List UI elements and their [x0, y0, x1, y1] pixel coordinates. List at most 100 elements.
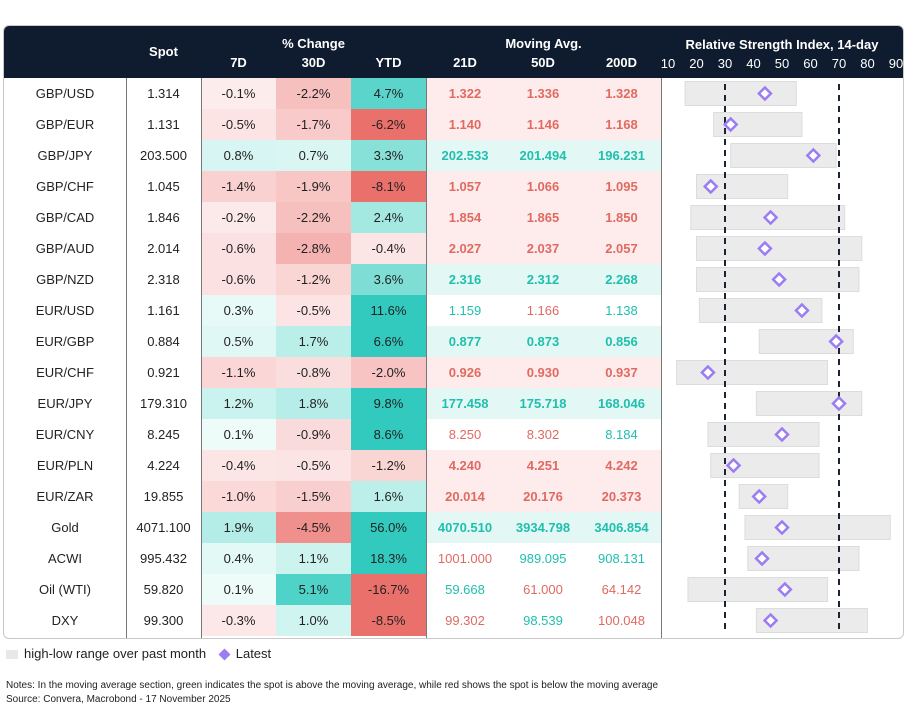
cell-ma200: 8.184	[605, 427, 638, 442]
ma21-header: 21D	[453, 55, 477, 70]
rsi-latest-marker	[700, 364, 716, 381]
ma-background	[426, 543, 661, 574]
cell-asset: GBP/EUR	[35, 117, 95, 132]
cell-d30: -2.2%	[276, 202, 351, 233]
cell-spot: 1.846	[147, 210, 180, 225]
cell-d30: -4.5%	[276, 512, 351, 543]
cell-ma200: 64.142	[601, 582, 642, 597]
cell-asset: DXY	[51, 613, 79, 628]
cell-ma50: 175.718	[519, 396, 567, 411]
cell-d30: -1.9%	[276, 171, 351, 202]
cell-asset: GBP/NZD	[36, 272, 94, 287]
cell-ma200: 0.937	[605, 365, 638, 380]
cell-d7: -0.1%	[201, 78, 276, 109]
ma-background	[426, 109, 661, 140]
table-row: GBP/NZD 2.318 -0.6% -1.2% 3.6% 2.316 2.312 2.26…	[4, 264, 903, 295]
fx-dashboard-table: Spot % Change 7D 30D YTD Moving Avg. 21D…	[3, 25, 904, 639]
ma-background	[426, 388, 661, 419]
cell-d7: -0.6%	[201, 233, 276, 264]
rsi-latest-marker	[774, 426, 790, 443]
cell-ma50: 0.873	[526, 334, 560, 349]
cell-ma21: 0.877	[448, 334, 482, 349]
cell-d7: 1.2%	[201, 388, 276, 419]
ma-background	[426, 605, 661, 636]
rsi-latest-marker	[805, 147, 822, 164]
rsi-latest-marker	[757, 240, 773, 257]
cell-ma200: 100.048	[598, 613, 645, 628]
moving-avg-header: Moving Avg.	[505, 36, 582, 51]
cell-ytd: 11.6%	[351, 295, 426, 326]
table-row: Oil (WTI) 59.820 0.1% 5.1% -16.7% 59.668 61.00…	[4, 574, 903, 605]
divider-change	[426, 78, 427, 638]
cell-ma50: 1.066	[526, 179, 560, 194]
rsi-range-bar	[696, 267, 860, 292]
cell-ma200: 1.095	[605, 179, 638, 194]
cell-spot: 8.245	[147, 427, 180, 442]
table-row: EUR/CNY 8.245 0.1% -0.9% 8.6% 8.250 8.302 8.184	[4, 419, 903, 450]
cell-ytd: 3.3%	[351, 140, 426, 171]
cell-d7: -1.4%	[201, 171, 276, 202]
cell-ma50: 1.336	[526, 86, 560, 101]
table-row: EUR/PLN 4.224 -0.4% -0.5% -1.2% 4.240 4.251 4.2…	[4, 450, 903, 481]
cell-asset: EUR/CNY	[35, 427, 95, 442]
cell-ma21: 20.014	[445, 489, 485, 504]
cell-ytd: 18.3%	[351, 543, 426, 574]
cell-ma21: 1.140	[448, 117, 482, 132]
cell-ma21: 8.250	[448, 427, 482, 442]
rsi-range-bar	[744, 515, 891, 540]
cell-d7: 0.8%	[201, 140, 276, 171]
cell-ma200: 4.242	[605, 458, 638, 473]
rsi-latest-marker	[722, 116, 739, 133]
cell-ma50: 2.037	[526, 241, 560, 256]
ytd-header: YTD	[375, 55, 402, 70]
cell-asset: EUR/CHF	[36, 365, 94, 380]
cell-d7: -0.6%	[201, 264, 276, 295]
cell-d30: 1.1%	[276, 543, 351, 574]
cell-ma200: 2.057	[605, 241, 638, 256]
table-row: EUR/JPY 179.310 1.2% 1.8% 9.8% 177.458 175.718…	[4, 388, 903, 419]
rsi-latest-marker	[828, 333, 844, 350]
cell-d7: 0.5%	[201, 326, 276, 357]
cell-d30: -1.2%	[276, 264, 351, 295]
cell-ytd: 1.6%	[351, 481, 426, 512]
cell-ma21: 4070.510	[437, 520, 493, 535]
cell-asset: EUR/USD	[35, 303, 95, 318]
cell-spot: 203.500	[140, 148, 187, 163]
cell-spot: 0.921	[147, 365, 180, 380]
cell-ma21: 4.240	[448, 458, 482, 473]
cell-ytd: 3.6%	[351, 264, 426, 295]
cell-ma21: 1.322	[448, 86, 482, 101]
ma-background	[426, 357, 661, 388]
table-row: EUR/USD 1.161 0.3% -0.5% 11.6% 1.159 1.166 1.13…	[4, 295, 903, 326]
cell-ma21: 177.458	[441, 396, 489, 411]
cell-ma200: 1.850	[605, 210, 638, 225]
cell-ma50: 1.166	[526, 303, 560, 318]
divider-ma	[661, 78, 662, 638]
divider-spot	[201, 78, 202, 638]
cell-ma200: 908.131	[598, 551, 645, 566]
cell-ma21: 59.668	[445, 582, 485, 597]
ma-background	[426, 171, 661, 202]
rsi-latest-marker	[725, 457, 742, 474]
table-row: GBP/CAD 1.846 -0.2% -2.2% 2.4% 1.854 1.865 1.85…	[4, 202, 903, 233]
rsi-tick-label: 60	[803, 56, 818, 71]
ma-background	[426, 295, 661, 326]
rsi-tick-label: 90	[888, 56, 904, 71]
cell-ytd: 8.6%	[351, 419, 426, 450]
cell-asset: EUR/JPY	[37, 396, 93, 411]
rsi-latest-marker	[794, 302, 810, 319]
cell-spot: 99.300	[143, 613, 184, 628]
ma-background	[426, 264, 661, 295]
d30-header: 30D	[301, 55, 326, 70]
cell-d30: -2.8%	[276, 233, 351, 264]
rsi-range-bar	[687, 577, 829, 602]
ma-background	[426, 140, 661, 171]
cell-spot: 1.045	[147, 179, 180, 194]
cell-ytd: 56.0%	[351, 512, 426, 543]
cell-d30: -0.5%	[276, 450, 351, 481]
rsi-latest-marker	[754, 550, 770, 567]
rsi-tick-label: 70	[831, 56, 847, 71]
rsi-tick-label: 10	[660, 56, 676, 71]
cell-ma50: 20.176	[523, 489, 563, 504]
rsi-range-bar	[696, 174, 789, 199]
